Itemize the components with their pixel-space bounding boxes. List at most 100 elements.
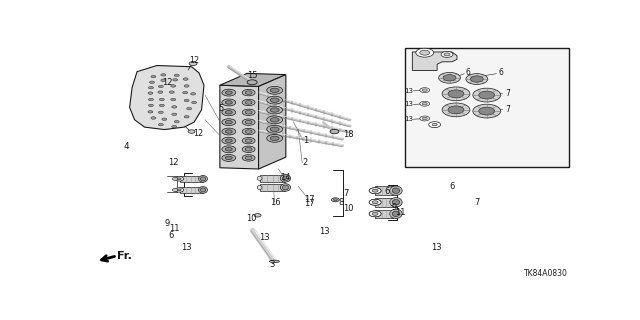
- Circle shape: [225, 148, 232, 151]
- Circle shape: [267, 116, 283, 124]
- Ellipse shape: [282, 185, 289, 190]
- Circle shape: [191, 101, 196, 104]
- Circle shape: [422, 117, 428, 120]
- Circle shape: [222, 109, 236, 116]
- Bar: [260, 184, 285, 191]
- Circle shape: [267, 96, 283, 104]
- Circle shape: [148, 92, 153, 94]
- Circle shape: [225, 120, 232, 124]
- Circle shape: [242, 146, 255, 153]
- Circle shape: [270, 88, 279, 92]
- Circle shape: [432, 124, 437, 126]
- Ellipse shape: [280, 175, 291, 182]
- Circle shape: [270, 127, 279, 132]
- Circle shape: [225, 156, 232, 160]
- Circle shape: [225, 130, 232, 133]
- Ellipse shape: [269, 260, 280, 263]
- Circle shape: [369, 188, 381, 194]
- Text: 8: 8: [339, 198, 344, 207]
- Circle shape: [225, 101, 232, 104]
- Circle shape: [473, 88, 500, 102]
- Circle shape: [177, 189, 181, 191]
- Circle shape: [184, 85, 189, 87]
- Text: 13: 13: [259, 234, 270, 243]
- Circle shape: [267, 134, 283, 142]
- Circle shape: [369, 199, 381, 205]
- Circle shape: [369, 211, 381, 217]
- Circle shape: [470, 76, 483, 82]
- Text: 13: 13: [319, 227, 330, 236]
- Text: 13: 13: [404, 101, 413, 108]
- Circle shape: [187, 108, 191, 110]
- Text: 6: 6: [498, 68, 503, 77]
- Bar: [180, 176, 203, 182]
- Circle shape: [416, 48, 434, 57]
- Text: 13: 13: [181, 243, 192, 252]
- Circle shape: [158, 91, 163, 93]
- Ellipse shape: [257, 176, 262, 180]
- Ellipse shape: [198, 187, 207, 193]
- Circle shape: [222, 137, 236, 144]
- Circle shape: [242, 119, 255, 125]
- Text: 17: 17: [304, 199, 314, 208]
- Circle shape: [242, 109, 255, 116]
- Circle shape: [420, 101, 429, 106]
- Circle shape: [173, 79, 178, 81]
- Text: TK84A0830: TK84A0830: [524, 269, 568, 278]
- Circle shape: [420, 50, 429, 55]
- Circle shape: [148, 111, 153, 113]
- Circle shape: [332, 198, 339, 202]
- Circle shape: [420, 116, 429, 121]
- Circle shape: [245, 130, 252, 133]
- Ellipse shape: [200, 188, 205, 192]
- Circle shape: [245, 156, 252, 160]
- Circle shape: [247, 80, 257, 85]
- Circle shape: [191, 92, 196, 95]
- Text: 12: 12: [189, 56, 199, 65]
- Bar: [375, 186, 396, 195]
- Bar: [180, 187, 203, 193]
- Circle shape: [225, 139, 232, 142]
- Polygon shape: [220, 85, 259, 169]
- Circle shape: [245, 139, 252, 142]
- Circle shape: [158, 111, 163, 114]
- Bar: [260, 175, 285, 182]
- Ellipse shape: [200, 177, 205, 181]
- Circle shape: [245, 91, 252, 94]
- Text: 16: 16: [269, 198, 280, 207]
- Circle shape: [169, 91, 174, 93]
- Ellipse shape: [282, 176, 289, 181]
- Circle shape: [148, 98, 154, 101]
- Circle shape: [242, 99, 255, 106]
- Circle shape: [333, 199, 337, 201]
- Polygon shape: [220, 73, 286, 86]
- Circle shape: [225, 91, 232, 94]
- Circle shape: [479, 91, 495, 99]
- Text: 9: 9: [391, 204, 397, 212]
- Circle shape: [242, 138, 255, 144]
- Circle shape: [172, 106, 177, 108]
- Circle shape: [174, 120, 179, 123]
- Text: 9: 9: [164, 219, 170, 228]
- Text: 13: 13: [404, 88, 413, 94]
- Circle shape: [158, 85, 163, 88]
- Circle shape: [420, 88, 429, 92]
- Ellipse shape: [392, 211, 399, 217]
- Circle shape: [222, 89, 236, 96]
- Circle shape: [473, 104, 500, 118]
- Circle shape: [150, 81, 154, 84]
- Circle shape: [182, 92, 188, 94]
- Circle shape: [270, 136, 279, 140]
- Circle shape: [184, 99, 189, 102]
- Circle shape: [189, 61, 197, 66]
- Circle shape: [372, 201, 378, 204]
- Bar: [405, 48, 568, 166]
- Ellipse shape: [390, 186, 402, 195]
- Circle shape: [441, 52, 453, 57]
- Circle shape: [225, 111, 232, 114]
- Text: 4: 4: [124, 142, 129, 151]
- Circle shape: [422, 102, 428, 105]
- Circle shape: [174, 74, 179, 76]
- Circle shape: [171, 85, 176, 87]
- Text: 12: 12: [168, 158, 179, 167]
